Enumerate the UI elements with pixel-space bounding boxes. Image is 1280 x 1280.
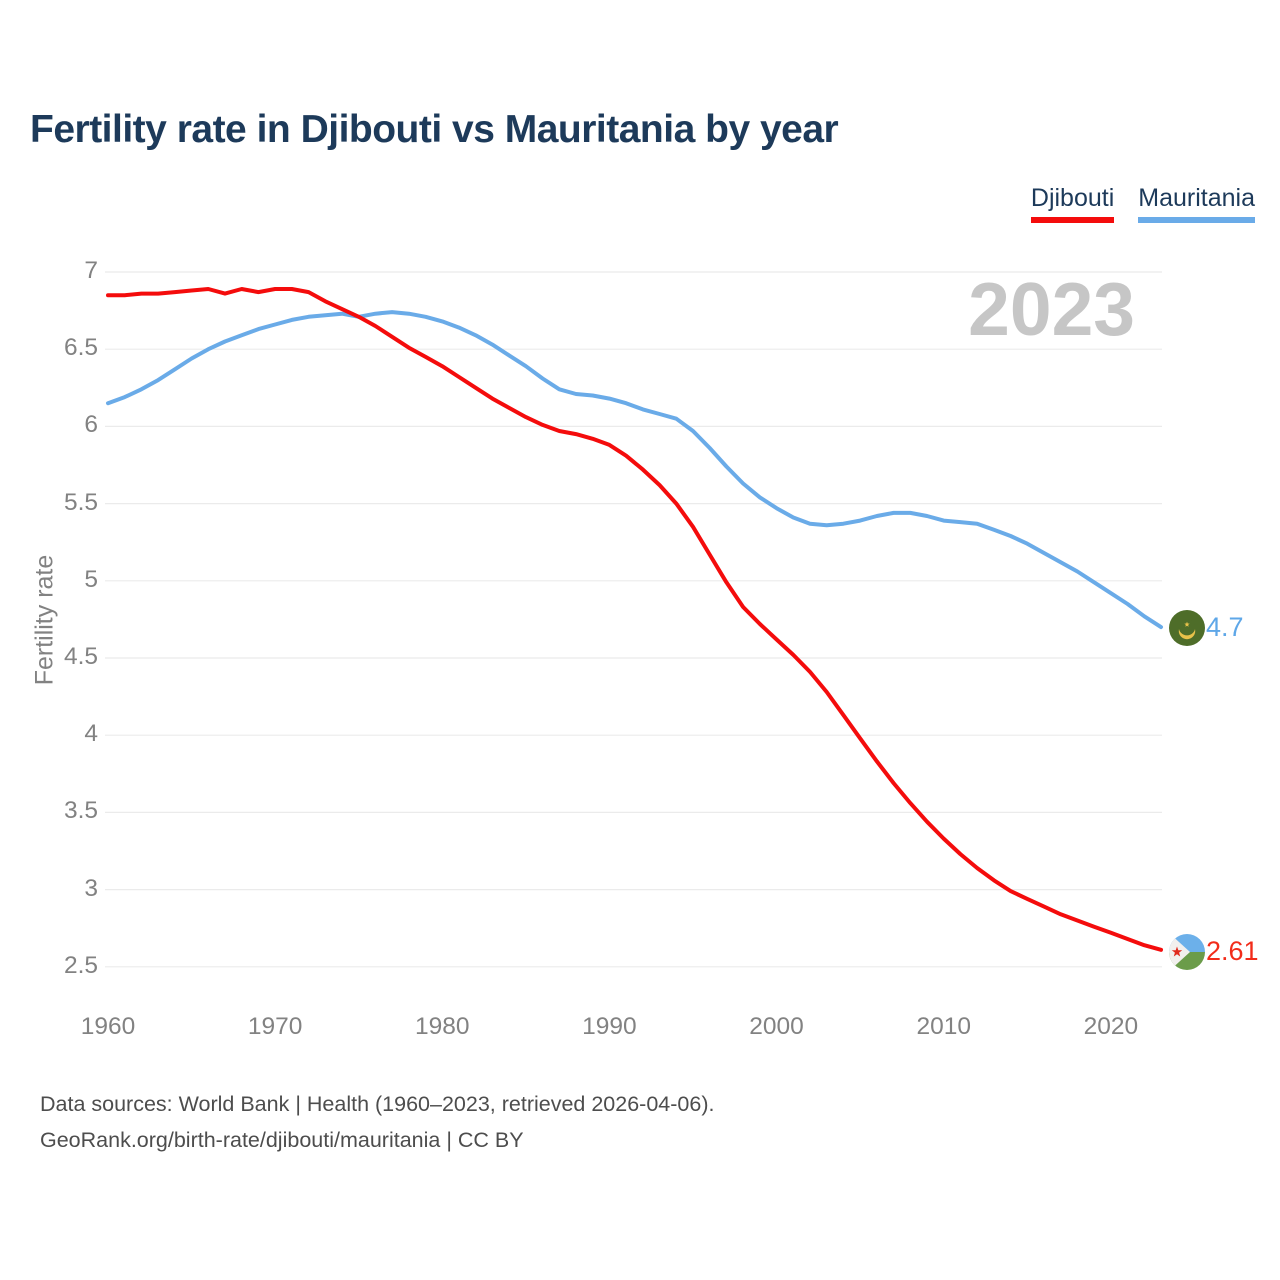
x-tick-label: 1980 <box>415 1013 470 1040</box>
y-tick-label: 6.5 <box>63 334 98 362</box>
legend-item-mauritania[interactable]: Mauritania <box>1138 184 1255 223</box>
y-tick-label: 6 <box>84 411 98 439</box>
footer-attribution: GeoRank.org/birth-rate/djibouti/mauritan… <box>40 1128 524 1152</box>
x-tick-label: 1970 <box>247 1013 303 1040</box>
x-tick-label: 2020 <box>1083 1013 1139 1040</box>
x-tick-label: 2000 <box>749 1013 804 1040</box>
y-tick-label: 4 <box>84 720 98 748</box>
legend-item-djibouti[interactable]: Djibouti <box>1030 184 1115 223</box>
y-tick-label: 3.5 <box>63 797 98 825</box>
mauritania-flag-icon <box>1169 610 1205 646</box>
footer-data-sources: Data sources: World Bank | Health (1960–… <box>40 1092 715 1116</box>
y-tick-label: 5 <box>84 565 98 593</box>
djibouti-end-value: 2.61 <box>1206 936 1259 966</box>
djibouti-line <box>106 287 1163 952</box>
y-tick-label: 5.5 <box>63 488 98 516</box>
x-tick-label: 1960 <box>80 1013 136 1040</box>
y-tick-label: 7 <box>84 257 98 284</box>
mauritania-end-value: 4.7 <box>1206 612 1244 642</box>
legend: Djibouti Mauritania <box>1030 184 1255 223</box>
djibouti-flag-icon <box>1169 934 1205 970</box>
page-title: Fertility rate in Djibouti vs Mauritania… <box>30 108 839 151</box>
x-tick-label: 2010 <box>916 1013 971 1040</box>
x-tick-label: 1990 <box>582 1013 637 1040</box>
y-tick-label: 3 <box>84 874 98 902</box>
footer: Data sources: World Bank | Health (1960–… <box>40 1086 714 1158</box>
y-tick-label: 4.5 <box>63 643 98 670</box>
y-tick-label: 2.5 <box>63 951 98 979</box>
mauritania-line <box>106 310 1163 630</box>
watermark-year: 2023 <box>968 267 1135 351</box>
